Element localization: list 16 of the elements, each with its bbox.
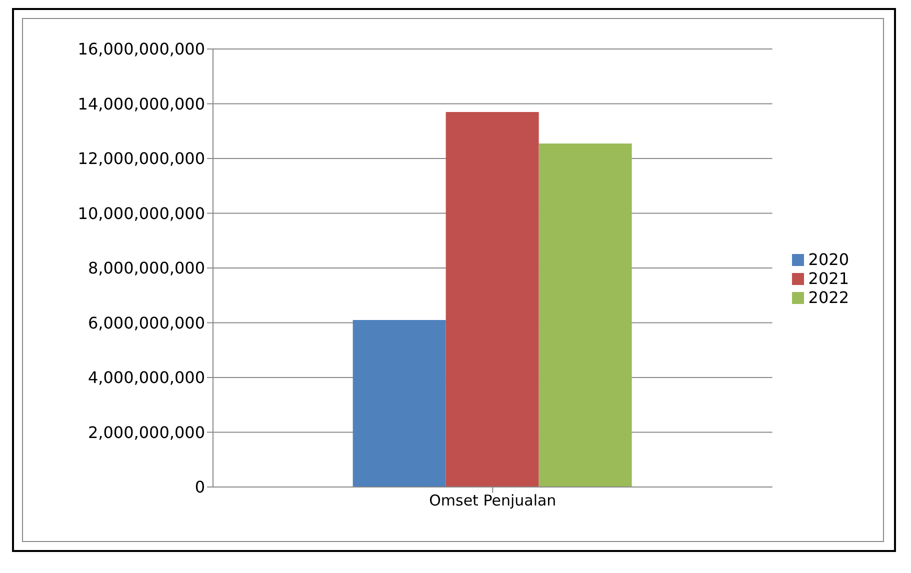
legend-label: 2021 [808, 268, 849, 288]
bar [538, 143, 632, 487]
bar [446, 112, 539, 487]
y-tick-label: 4,000,000,000 [88, 368, 205, 388]
y-tick-label: 10,000,000,000 [78, 204, 205, 223]
y-tick-label: 6,000,000,000 [88, 313, 205, 332]
x-tick-label: Omset Penjualan [429, 492, 556, 510]
y-tick-label: 16,000,000,000 [78, 40, 205, 59]
y-tick-label: 2,000,000,000 [88, 422, 205, 442]
y-tick-label: 8,000,000,000 [88, 258, 205, 278]
legend-label: 2020 [808, 250, 849, 268]
y-tick-label: 14,000,000,000 [78, 94, 205, 114]
y-tick-label: 0 [194, 478, 205, 497]
y-tick-label: 12,000,000,000 [78, 149, 205, 168]
legend-label: 2022 [808, 288, 849, 306]
bar [352, 320, 446, 487]
